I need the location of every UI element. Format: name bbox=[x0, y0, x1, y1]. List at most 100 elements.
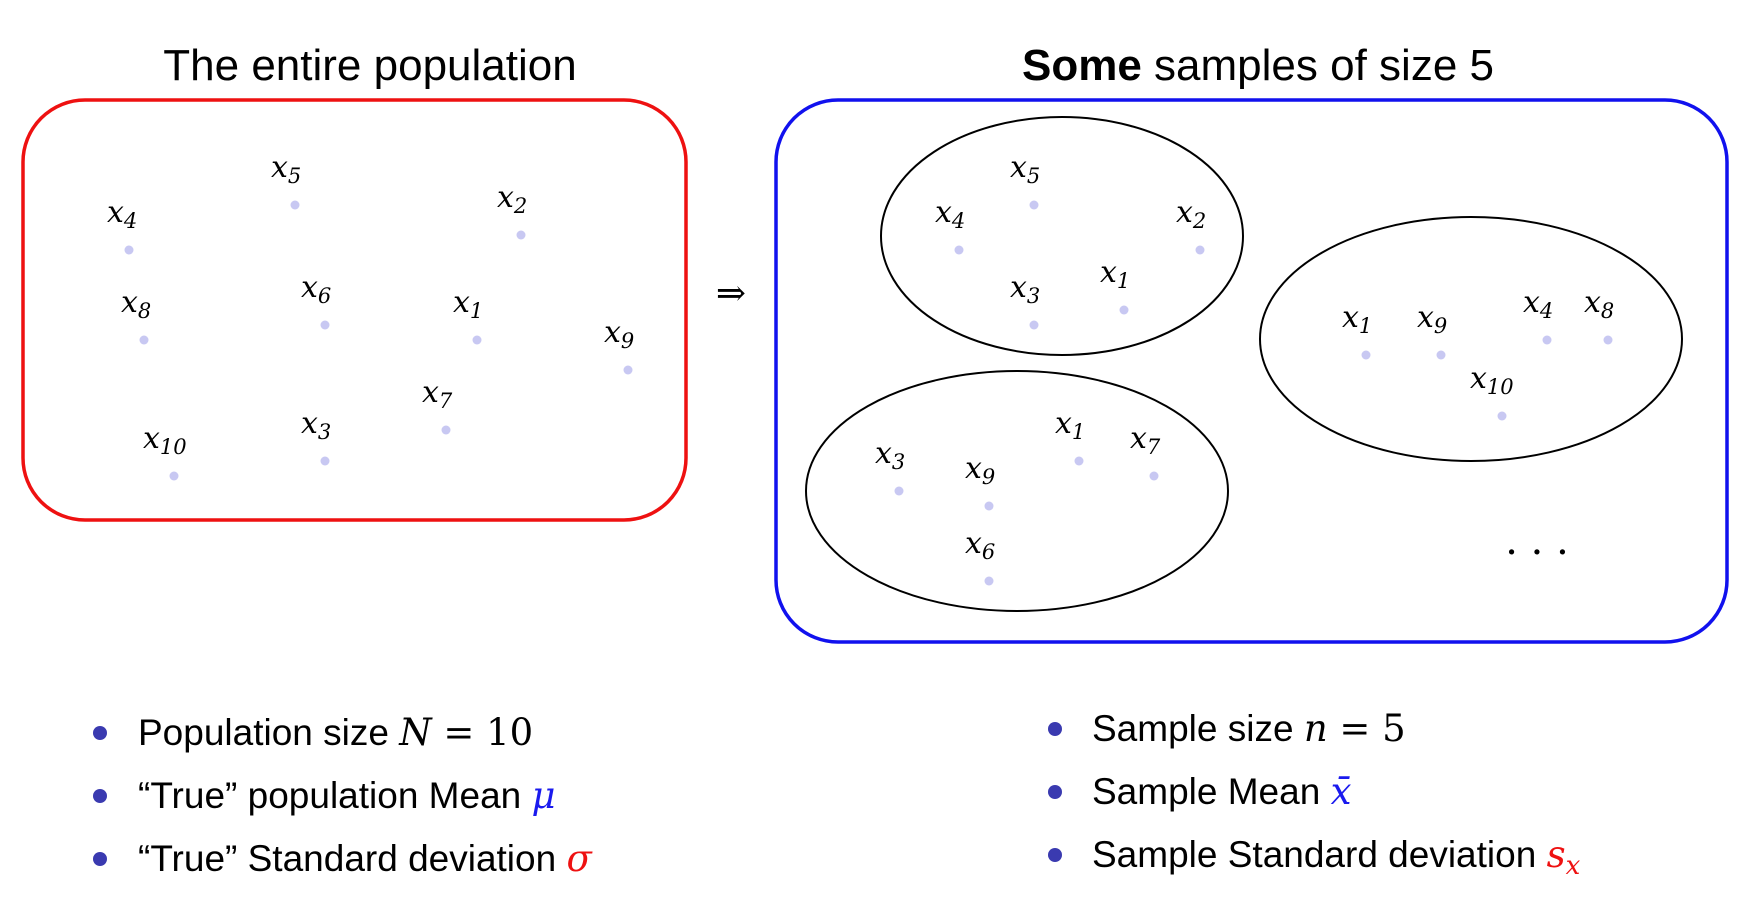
population-point: x7 bbox=[422, 375, 453, 435]
bullet-marker bbox=[93, 726, 107, 740]
point-subscript: 2 bbox=[1192, 209, 1206, 233]
sample-3-point: x1 bbox=[1055, 406, 1085, 466]
sample-2-point: x4 bbox=[1523, 285, 1553, 345]
population-point: x2 bbox=[497, 180, 527, 240]
point-label: x3 bbox=[301, 406, 331, 444]
point-label: x10 bbox=[1470, 361, 1514, 399]
bullet-marker bbox=[1048, 722, 1062, 736]
point-label: x10 bbox=[143, 421, 187, 459]
point-dot bbox=[1149, 471, 1159, 481]
math-symbol-xbar: x̄ bbox=[1331, 770, 1352, 813]
point-subscript: 4 bbox=[1539, 299, 1553, 323]
point-subscript: 8 bbox=[1601, 299, 1614, 323]
point-label: x7 bbox=[422, 375, 453, 413]
point-subscript: 3 bbox=[1027, 284, 1040, 308]
point-subscript: 9 bbox=[1434, 314, 1447, 338]
point-subscript: 3 bbox=[892, 450, 905, 474]
point-dot bbox=[1029, 320, 1039, 330]
point-dot bbox=[984, 501, 994, 511]
sample-2-point: x10 bbox=[1470, 361, 1514, 421]
population-point: x5 bbox=[271, 150, 301, 210]
point-dot bbox=[1436, 350, 1446, 360]
point-dot bbox=[1119, 305, 1129, 315]
point-label: x8 bbox=[121, 285, 151, 323]
point-dot bbox=[139, 335, 149, 345]
point-dot bbox=[1195, 245, 1205, 255]
point-label: x1 bbox=[1100, 255, 1130, 293]
bullet-text: “True” population Mean μ bbox=[138, 774, 556, 817]
point-subscript: 1 bbox=[470, 299, 483, 323]
bullet-text: Population size N = 10 bbox=[138, 711, 533, 754]
point-label: x4 bbox=[1523, 285, 1553, 323]
sample-2-point: x8 bbox=[1584, 285, 1614, 345]
bullet-label: Sample Standard deviation bbox=[1092, 834, 1547, 875]
bullet-text: Sample Mean x̄ bbox=[1092, 770, 1352, 813]
right-bullet-3: Sample Standard deviation sx bbox=[1048, 833, 1581, 881]
point-subscript: 7 bbox=[439, 389, 453, 413]
point-label: x1 bbox=[1055, 406, 1085, 444]
point-subscript: 6 bbox=[982, 540, 995, 564]
bullet-text: “True” Standard deviation σ bbox=[138, 837, 593, 880]
sample-1-point: x3 bbox=[1010, 270, 1040, 330]
population-title: The entire population bbox=[163, 41, 576, 90]
point-label: x9 bbox=[604, 315, 634, 353]
math-symbol-mu: μ bbox=[532, 774, 556, 817]
math-value: = 10 bbox=[432, 711, 534, 754]
point-label: x5 bbox=[1010, 150, 1040, 188]
point-subscript: 1 bbox=[1359, 314, 1372, 338]
point-subscript: 4 bbox=[951, 209, 965, 233]
point-dot bbox=[1361, 350, 1371, 360]
sample-ellipse-2 bbox=[1259, 216, 1683, 462]
math-symbol-s: s bbox=[1547, 833, 1566, 876]
right-bullet-2: Sample Mean x̄ bbox=[1048, 770, 1352, 813]
point-label: x8 bbox=[1584, 285, 1614, 323]
point-subscript: 9 bbox=[982, 465, 995, 489]
point-label: x7 bbox=[1130, 421, 1161, 459]
bullet-label: Population size bbox=[138, 712, 399, 753]
population-point: x3 bbox=[301, 406, 331, 466]
point-dot bbox=[954, 245, 964, 255]
point-subscript: 2 bbox=[513, 194, 527, 218]
point-dot bbox=[984, 576, 994, 586]
point-label: x2 bbox=[1176, 195, 1206, 233]
point-dot bbox=[516, 230, 526, 240]
point-label: x3 bbox=[875, 436, 905, 474]
sample-ellipse-3 bbox=[805, 370, 1229, 612]
point-dot bbox=[320, 320, 330, 330]
point-label: x4 bbox=[107, 195, 137, 233]
population-point: x10 bbox=[143, 421, 187, 481]
point-label: x6 bbox=[965, 526, 995, 564]
point-dot bbox=[623, 365, 633, 375]
math-symbol-N: N bbox=[398, 711, 433, 754]
point-subscript: 1 bbox=[1117, 269, 1130, 293]
sample-3-point: x9 bbox=[965, 451, 995, 511]
samples-title-bold: Some bbox=[1022, 41, 1142, 90]
point-dot bbox=[472, 335, 482, 345]
point-dot bbox=[1542, 335, 1552, 345]
point-label: x3 bbox=[1010, 270, 1040, 308]
sample-2-point: x1 bbox=[1342, 300, 1372, 360]
point-subscript: 7 bbox=[1147, 435, 1161, 459]
bullet-text: Sample size n = 5 bbox=[1092, 707, 1406, 750]
population-point: x4 bbox=[107, 195, 137, 255]
population-point: x6 bbox=[301, 270, 331, 330]
samples-title: Some samples of size 5 bbox=[1022, 41, 1494, 90]
point-subscript: 10 bbox=[1487, 375, 1514, 399]
point-label: x6 bbox=[301, 270, 331, 308]
bullet-marker bbox=[1048, 785, 1062, 799]
sample-1-point: x2 bbox=[1176, 195, 1206, 255]
samples-title-rest: samples of size 5 bbox=[1142, 41, 1494, 90]
implies-arrow: ⇒ bbox=[716, 273, 746, 314]
left-bullet-3: “True” Standard deviation σ bbox=[93, 837, 593, 880]
point-label: x9 bbox=[965, 451, 995, 489]
samples-box bbox=[774, 98, 1729, 644]
point-subscript: 3 bbox=[318, 420, 331, 444]
point-dot bbox=[894, 486, 904, 496]
point-subscript: 8 bbox=[138, 299, 151, 323]
sample-1-point: x1 bbox=[1100, 255, 1130, 315]
math-symbol-sigma: σ bbox=[566, 837, 593, 880]
point-label: x1 bbox=[453, 285, 483, 323]
point-label: x4 bbox=[935, 195, 965, 233]
sample-1-point: x5 bbox=[1010, 150, 1040, 210]
